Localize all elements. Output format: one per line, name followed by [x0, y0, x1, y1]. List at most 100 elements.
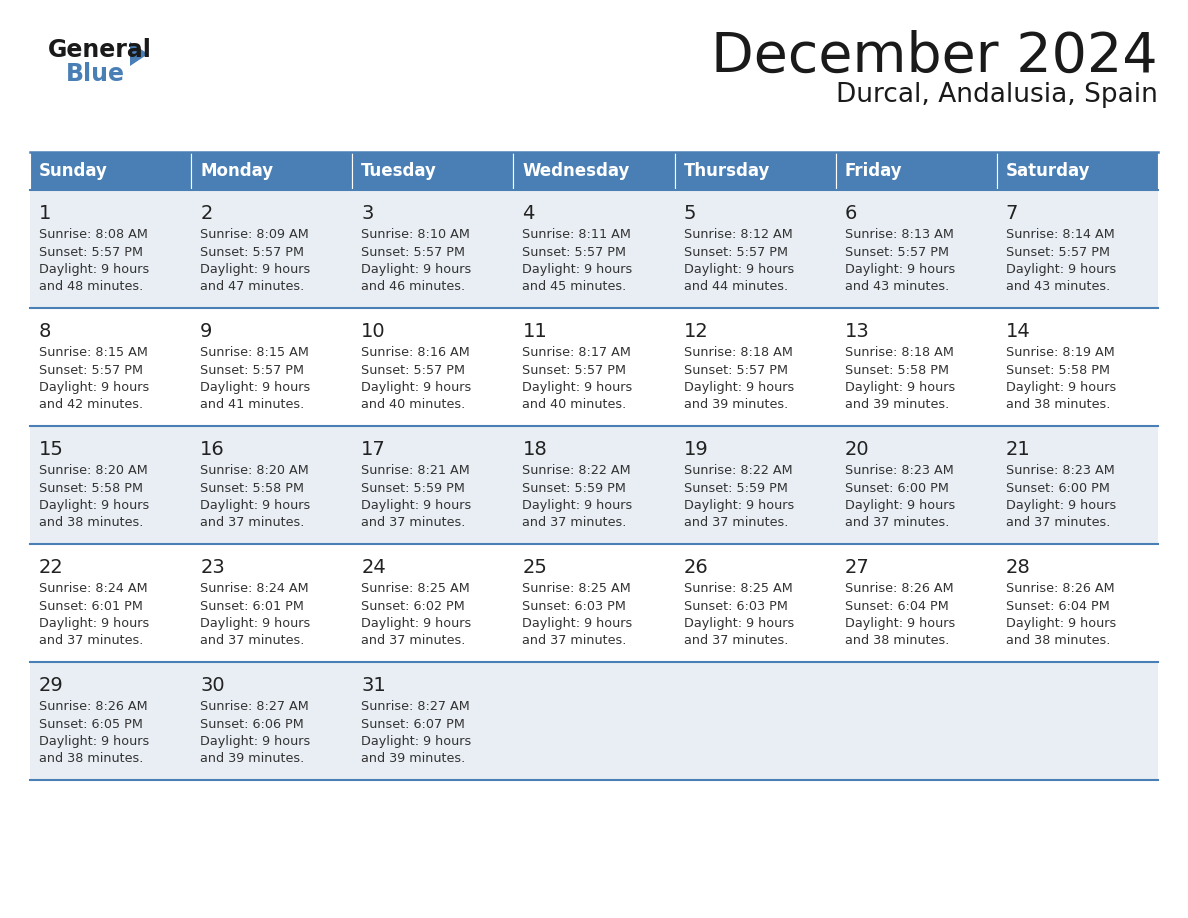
Text: Sunset: 6:01 PM: Sunset: 6:01 PM [200, 599, 304, 612]
Bar [353, 308, 513, 426]
Text: Sunset: 6:03 PM: Sunset: 6:03 PM [523, 599, 626, 612]
Text: Sunrise: 8:20 AM: Sunrise: 8:20 AM [39, 464, 147, 477]
Bar [513, 190, 675, 308]
Text: Daylight: 9 hours: Daylight: 9 hours [200, 617, 310, 630]
Text: Sunset: 5:58 PM: Sunset: 5:58 PM [845, 364, 949, 376]
Text: 31: 31 [361, 676, 386, 695]
Text: Sunday: Sunday [39, 162, 108, 180]
Text: Sunset: 6:00 PM: Sunset: 6:00 PM [845, 482, 948, 495]
Text: Tuesday: Tuesday [361, 162, 437, 180]
Bar [997, 152, 1158, 190]
Text: and 39 minutes.: and 39 minutes. [200, 753, 304, 766]
Text: Daylight: 9 hours: Daylight: 9 hours [1006, 499, 1116, 512]
Text: Wednesday: Wednesday [523, 162, 630, 180]
Text: Daylight: 9 hours: Daylight: 9 hours [39, 617, 150, 630]
Text: Sunrise: 8:27 AM: Sunrise: 8:27 AM [200, 700, 309, 713]
Text: Sunset: 5:59 PM: Sunset: 5:59 PM [683, 482, 788, 495]
Text: Sunset: 6:02 PM: Sunset: 6:02 PM [361, 599, 465, 612]
Bar [675, 544, 835, 662]
Text: and 39 minutes.: and 39 minutes. [845, 398, 949, 411]
Text: 5: 5 [683, 204, 696, 223]
Text: 7: 7 [1006, 204, 1018, 223]
Text: and 42 minutes.: and 42 minutes. [39, 398, 143, 411]
Text: Sunrise: 8:26 AM: Sunrise: 8:26 AM [39, 700, 147, 713]
Text: 3: 3 [361, 204, 374, 223]
Text: Monday: Monday [200, 162, 273, 180]
Text: Sunset: 5:57 PM: Sunset: 5:57 PM [200, 245, 304, 259]
Bar [513, 308, 675, 426]
Text: Sunrise: 8:18 AM: Sunrise: 8:18 AM [683, 346, 792, 359]
Bar [353, 544, 513, 662]
Bar [30, 152, 191, 190]
Text: and 37 minutes.: and 37 minutes. [361, 517, 466, 530]
Text: December 2024: December 2024 [712, 30, 1158, 84]
Text: Daylight: 9 hours: Daylight: 9 hours [361, 735, 472, 748]
Text: and 45 minutes.: and 45 minutes. [523, 281, 627, 294]
Text: 13: 13 [845, 322, 870, 341]
Text: 9: 9 [200, 322, 213, 341]
Text: 28: 28 [1006, 558, 1031, 577]
Text: 22: 22 [39, 558, 64, 577]
Text: 17: 17 [361, 440, 386, 459]
Text: 14: 14 [1006, 322, 1031, 341]
Text: and 37 minutes.: and 37 minutes. [200, 634, 304, 647]
Bar [191, 662, 353, 780]
Bar [835, 426, 997, 544]
Text: 19: 19 [683, 440, 708, 459]
Text: Durcal, Andalusia, Spain: Durcal, Andalusia, Spain [836, 82, 1158, 108]
Text: Sunrise: 8:23 AM: Sunrise: 8:23 AM [1006, 464, 1114, 477]
Text: Sunrise: 8:10 AM: Sunrise: 8:10 AM [361, 228, 470, 241]
Bar [835, 152, 997, 190]
Text: Daylight: 9 hours: Daylight: 9 hours [845, 499, 955, 512]
Bar [675, 662, 835, 780]
Text: Sunset: 5:58 PM: Sunset: 5:58 PM [1006, 364, 1110, 376]
Text: 26: 26 [683, 558, 708, 577]
Text: and 38 minutes.: and 38 minutes. [39, 517, 144, 530]
Text: Daylight: 9 hours: Daylight: 9 hours [200, 381, 310, 394]
Text: Sunset: 5:57 PM: Sunset: 5:57 PM [683, 245, 788, 259]
Text: Sunrise: 8:08 AM: Sunrise: 8:08 AM [39, 228, 147, 241]
Text: Sunset: 5:58 PM: Sunset: 5:58 PM [39, 482, 143, 495]
Text: Daylight: 9 hours: Daylight: 9 hours [845, 263, 955, 276]
Text: and 40 minutes.: and 40 minutes. [523, 398, 627, 411]
Bar [30, 308, 191, 426]
Text: and 39 minutes.: and 39 minutes. [361, 753, 466, 766]
Text: and 37 minutes.: and 37 minutes. [200, 517, 304, 530]
Text: Sunset: 5:57 PM: Sunset: 5:57 PM [523, 364, 626, 376]
Text: Daylight: 9 hours: Daylight: 9 hours [200, 735, 310, 748]
Bar [835, 308, 997, 426]
Bar [191, 190, 353, 308]
Text: Sunrise: 8:26 AM: Sunrise: 8:26 AM [1006, 582, 1114, 595]
Text: Sunset: 5:57 PM: Sunset: 5:57 PM [1006, 245, 1110, 259]
Text: Sunrise: 8:19 AM: Sunrise: 8:19 AM [1006, 346, 1114, 359]
Bar [675, 308, 835, 426]
Text: Sunrise: 8:21 AM: Sunrise: 8:21 AM [361, 464, 470, 477]
Text: 8: 8 [39, 322, 51, 341]
Text: and 47 minutes.: and 47 minutes. [200, 281, 304, 294]
Text: Sunrise: 8:24 AM: Sunrise: 8:24 AM [39, 582, 147, 595]
Text: Daylight: 9 hours: Daylight: 9 hours [361, 617, 472, 630]
Text: Daylight: 9 hours: Daylight: 9 hours [683, 499, 794, 512]
Text: Sunrise: 8:17 AM: Sunrise: 8:17 AM [523, 346, 631, 359]
Text: Sunrise: 8:25 AM: Sunrise: 8:25 AM [523, 582, 631, 595]
Text: Sunset: 5:57 PM: Sunset: 5:57 PM [845, 245, 949, 259]
Text: and 38 minutes.: and 38 minutes. [845, 634, 949, 647]
Text: Sunrise: 8:20 AM: Sunrise: 8:20 AM [200, 464, 309, 477]
Text: Sunrise: 8:09 AM: Sunrise: 8:09 AM [200, 228, 309, 241]
Text: Daylight: 9 hours: Daylight: 9 hours [361, 263, 472, 276]
Text: and 38 minutes.: and 38 minutes. [1006, 398, 1111, 411]
Bar [675, 426, 835, 544]
Bar [353, 152, 513, 190]
Text: Saturday: Saturday [1006, 162, 1091, 180]
Text: Sunrise: 8:23 AM: Sunrise: 8:23 AM [845, 464, 954, 477]
Text: and 44 minutes.: and 44 minutes. [683, 281, 788, 294]
Text: Daylight: 9 hours: Daylight: 9 hours [523, 499, 633, 512]
Text: Sunrise: 8:14 AM: Sunrise: 8:14 AM [1006, 228, 1114, 241]
Text: and 37 minutes.: and 37 minutes. [1006, 517, 1111, 530]
Text: 18: 18 [523, 440, 548, 459]
Text: Sunset: 5:57 PM: Sunset: 5:57 PM [683, 364, 788, 376]
Text: and 38 minutes.: and 38 minutes. [1006, 634, 1111, 647]
Text: Friday: Friday [845, 162, 903, 180]
Text: Sunset: 6:07 PM: Sunset: 6:07 PM [361, 718, 466, 731]
Text: 16: 16 [200, 440, 225, 459]
